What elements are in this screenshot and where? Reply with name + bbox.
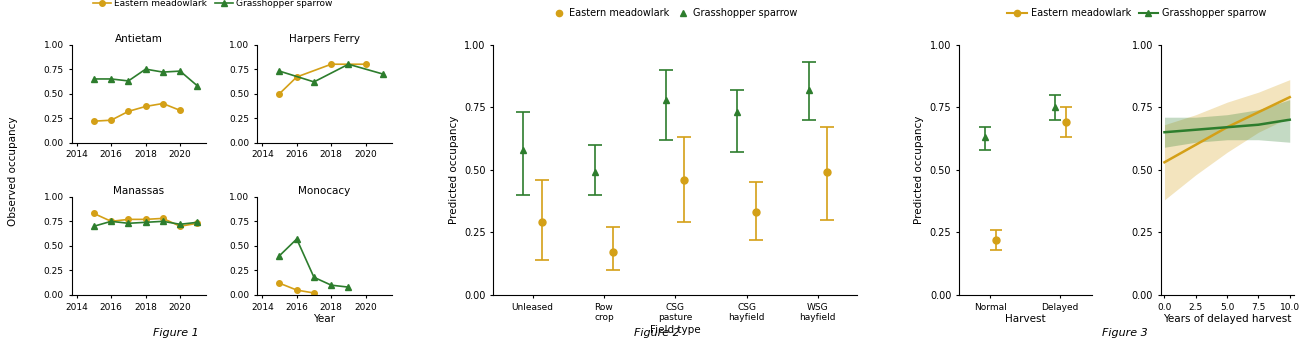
Y-axis label: Predicted occupancy: Predicted occupancy bbox=[914, 116, 924, 224]
Legend: Eastern meadowlark, Grasshopper sparrow: Eastern meadowlark, Grasshopper sparrow bbox=[550, 4, 801, 22]
X-axis label: Years of delayed harvest: Years of delayed harvest bbox=[1164, 315, 1291, 324]
X-axis label: Field type: Field type bbox=[650, 325, 701, 335]
Title: Manassas: Manassas bbox=[113, 186, 164, 196]
X-axis label: Harvest: Harvest bbox=[1005, 315, 1045, 324]
Title: Monocacy: Monocacy bbox=[298, 186, 351, 196]
Legend: Eastern meadowlark, Grasshopper sparrow: Eastern meadowlark, Grasshopper sparrow bbox=[1004, 4, 1270, 22]
Text: Figure 1: Figure 1 bbox=[152, 328, 199, 338]
Legend: Eastern meadowlark, Grasshopper sparrow: Eastern meadowlark, Grasshopper sparrow bbox=[90, 0, 337, 11]
Title: Antietam: Antietam bbox=[114, 34, 162, 44]
Title: Harpers Ferry: Harpers Ferry bbox=[289, 34, 360, 44]
X-axis label: Year: Year bbox=[313, 315, 335, 324]
Y-axis label: Predicted occupancy: Predicted occupancy bbox=[448, 116, 459, 224]
Text: Figure 3: Figure 3 bbox=[1101, 328, 1148, 338]
Text: Figure 2: Figure 2 bbox=[633, 328, 680, 338]
Text: Observed occupancy: Observed occupancy bbox=[8, 117, 18, 226]
